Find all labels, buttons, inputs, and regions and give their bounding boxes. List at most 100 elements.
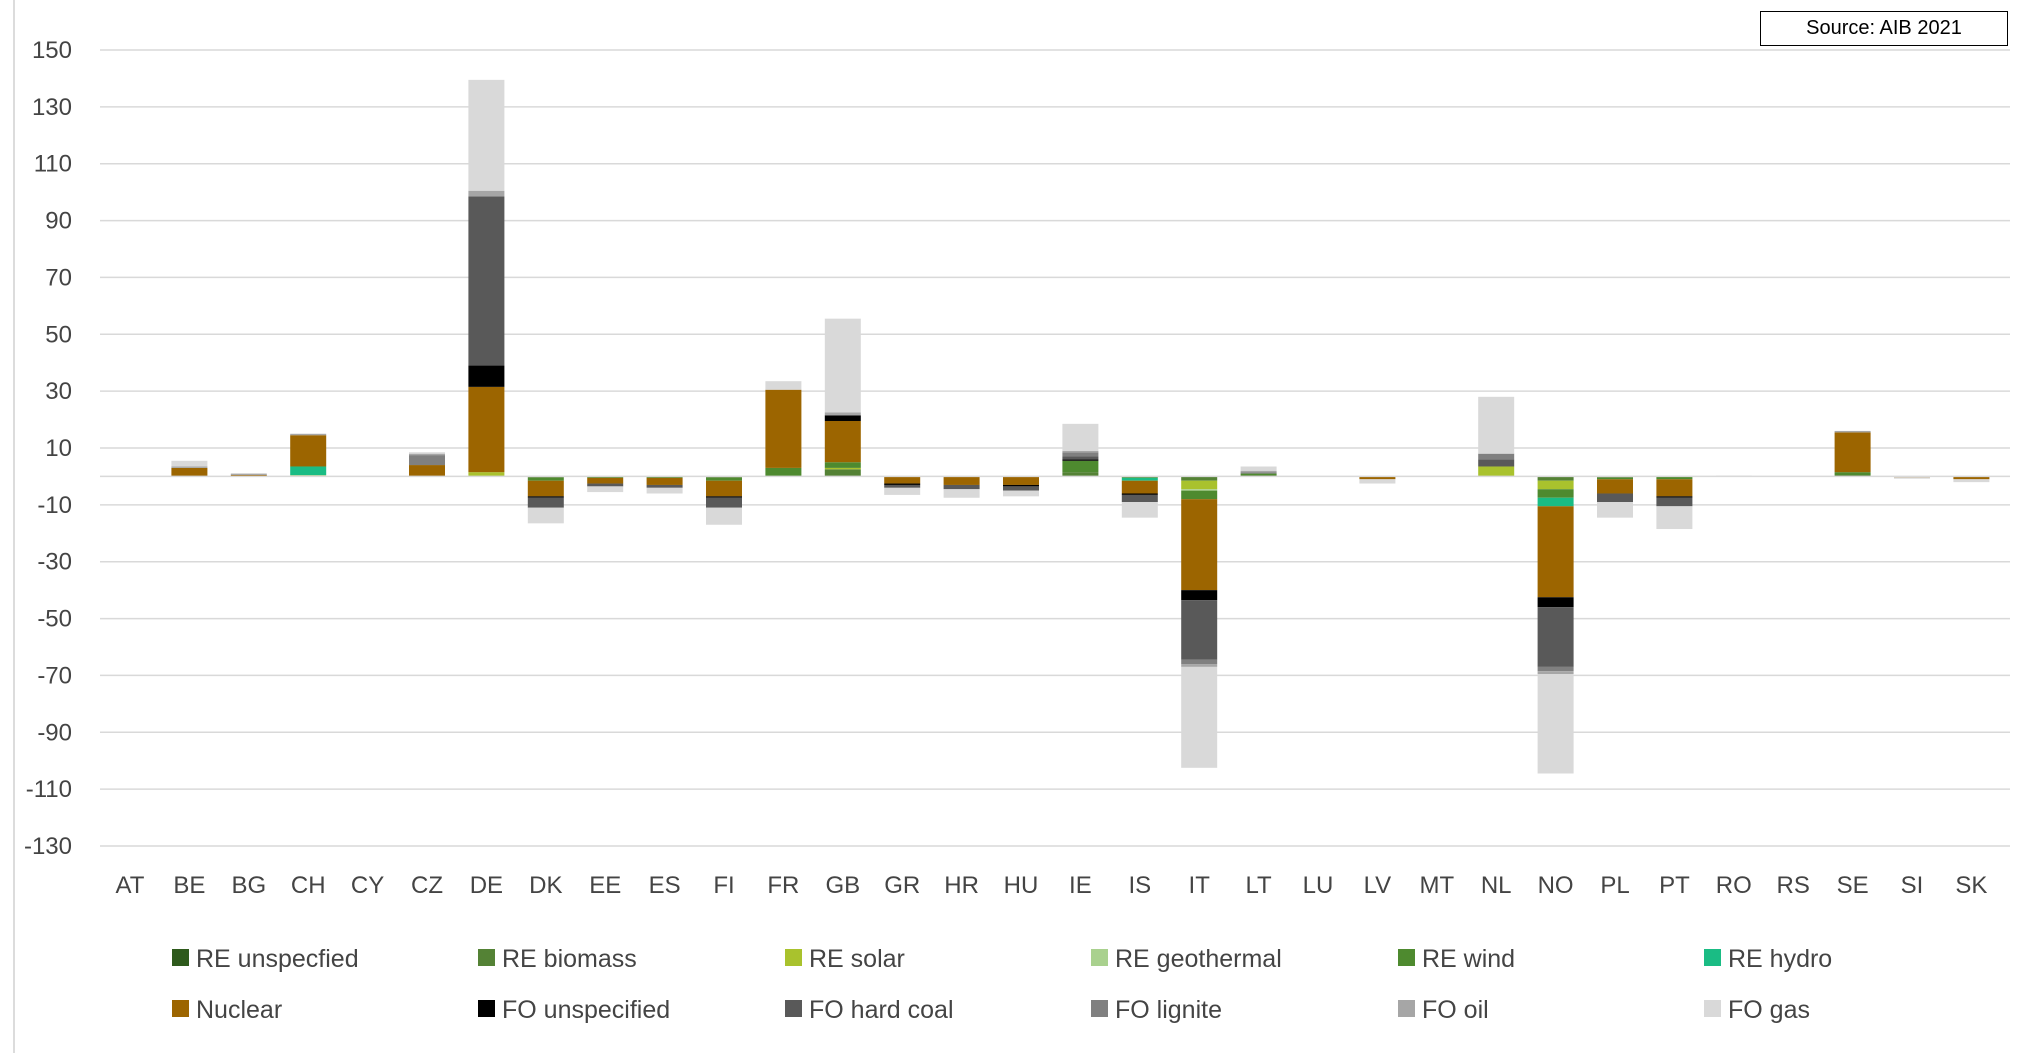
- x-tick-label: RS: [1777, 872, 1810, 899]
- bar-segment: [1181, 480, 1218, 490]
- bar-segment: [1834, 472, 1871, 476]
- bar-segment: [1537, 607, 1574, 667]
- x-tick-label: MT: [1419, 872, 1454, 899]
- x-tick-label: HU: [1004, 872, 1039, 899]
- bar-segment: [171, 467, 208, 477]
- bar-segment: [1597, 477, 1633, 480]
- bar-segment: [943, 484, 980, 490]
- bar-segment: [1478, 396, 1515, 454]
- x-tick-label: BE: [173, 872, 205, 899]
- bar-segment: [587, 483, 624, 487]
- bar-segment: [1656, 476, 1693, 480]
- legend-label: Nuclear: [196, 996, 282, 1024]
- bar-segment: [468, 79, 505, 191]
- bar-segment: [824, 467, 861, 470]
- bar-segment: [1537, 671, 1574, 675]
- bar-segment: [1121, 477, 1158, 481]
- y-tick-label: 90: [45, 208, 72, 235]
- bar-segment: [1240, 472, 1277, 474]
- bar-segment: [527, 497, 564, 508]
- bar-segment: [468, 190, 505, 197]
- bar-segment: [1240, 470, 1277, 473]
- bar-segment: [1121, 493, 1158, 495]
- x-tick-label: PT: [1659, 872, 1690, 899]
- x-tick-label: CH: [291, 872, 326, 899]
- bar-segment: [1359, 476, 1396, 480]
- legend-swatch: [1704, 1000, 1721, 1017]
- bar-segment: [765, 467, 802, 477]
- y-tick-label: -30: [37, 549, 72, 576]
- bar-segment: [290, 435, 327, 467]
- bar-segment: [1478, 466, 1515, 477]
- bar-segment: [646, 487, 683, 494]
- x-tick-label: SK: [1955, 872, 1987, 899]
- bar-segment: [824, 462, 861, 468]
- bar-segment: [1181, 490, 1218, 500]
- legend-label: RE geothermal: [1115, 945, 1282, 973]
- bar-segment: [646, 477, 683, 485]
- y-tick-label: -110: [26, 776, 72, 803]
- bar-segment: [884, 484, 921, 488]
- legend-swatch: [478, 949, 495, 966]
- bar-segment: [171, 466, 208, 468]
- x-tick-label: ES: [649, 872, 681, 899]
- bar-segment: [1537, 666, 1574, 672]
- bar-segment: [1894, 477, 1930, 479]
- bar-segment: [409, 453, 445, 456]
- bar-segment: [1121, 494, 1158, 503]
- y-tick-label: 50: [45, 321, 72, 348]
- bar-segment: [527, 507, 564, 524]
- legend-label: RE unspecfied: [196, 945, 359, 973]
- y-tick-label: 130: [32, 94, 72, 121]
- bars: [100, 79, 2010, 774]
- x-tick-label: EE: [589, 872, 621, 899]
- x-tick-label: IE: [1069, 872, 1092, 899]
- legend-swatch: [785, 949, 802, 966]
- bar-segment: [1953, 479, 1990, 483]
- bar-segment: [1537, 480, 1574, 490]
- y-tick-label: 70: [45, 264, 72, 291]
- bar-segment: [1121, 502, 1158, 518]
- x-tick-label: IT: [1189, 872, 1211, 899]
- bar-segment: [884, 476, 921, 484]
- bar-segment: [1834, 432, 1871, 473]
- bar-segment: [230, 473, 267, 476]
- y-tick-label: -70: [37, 662, 72, 689]
- bar-segment: [1062, 460, 1099, 473]
- bar-segment: [1003, 486, 1039, 491]
- legend: RE unspecfied RE biomass RE solar RE geothe…: [172, 945, 1832, 1024]
- x-tick-label: BG: [231, 872, 266, 899]
- legend-swatch: [1398, 1000, 1415, 1017]
- x-tick-label: AT: [116, 872, 145, 899]
- bar-segment: [1003, 476, 1039, 485]
- bar-segment: [1537, 476, 1574, 481]
- bar-segment: [1240, 466, 1277, 471]
- bar-segment: [587, 477, 624, 484]
- bar-segment: [1181, 666, 1218, 768]
- legend-label: FO gas: [1728, 996, 1810, 1024]
- legend-swatch: [478, 1000, 495, 1017]
- legend-swatch: [172, 949, 189, 966]
- x-tick-label: RO: [1716, 872, 1752, 899]
- bar-segment: [1181, 476, 1218, 481]
- y-tick-label: 110: [34, 151, 72, 178]
- x-tick-label: LT: [1245, 872, 1272, 899]
- y-tick-label: 30: [45, 378, 72, 405]
- bar-segment: [1597, 479, 1633, 494]
- bar-segment: [1656, 496, 1693, 498]
- bar-segment: [290, 433, 327, 436]
- bar-segment: [706, 496, 742, 498]
- bar-segment: [1181, 664, 1218, 667]
- y-tick-label: 10: [45, 435, 72, 462]
- bar-segment: [884, 483, 921, 485]
- x-tick-label: SI: [1901, 872, 1924, 899]
- y-tick-label: -130: [24, 833, 72, 860]
- bar-segment: [1834, 430, 1871, 433]
- bar-segment: [1003, 490, 1039, 497]
- legend-label: RE solar: [809, 945, 905, 973]
- legend-swatch: [1704, 949, 1721, 966]
- bar-segment: [1359, 479, 1396, 484]
- bar-segment: [1953, 476, 1990, 480]
- bar-segment: [1537, 506, 1574, 598]
